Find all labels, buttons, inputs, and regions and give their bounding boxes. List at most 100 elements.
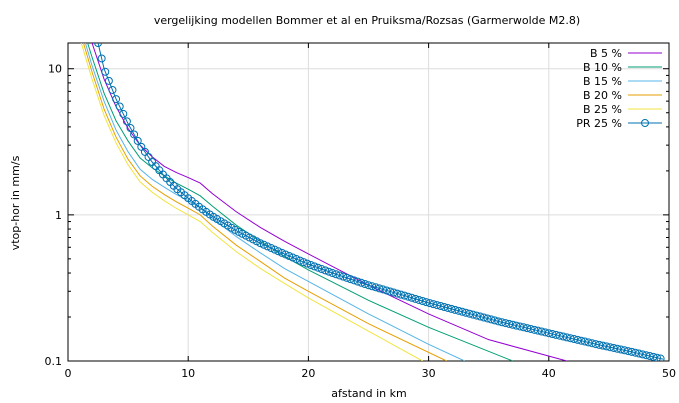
- data-point: [321, 266, 330, 275]
- data-point: [530, 325, 539, 334]
- data-point: [350, 276, 359, 285]
- data-point: [519, 323, 528, 332]
- data-point: [342, 273, 351, 282]
- data-point: [544, 329, 553, 338]
- data-point: [422, 298, 431, 307]
- legend-item: B 10 %: [583, 61, 662, 74]
- data-point: [472, 311, 481, 320]
- data-point: [324, 267, 333, 276]
- data-point: [642, 351, 651, 360]
- data-point: [559, 332, 568, 341]
- data-point: [328, 269, 337, 278]
- data-point: [396, 290, 405, 299]
- data-point: [295, 256, 304, 265]
- x-tick-label: 30: [422, 367, 436, 380]
- data-point: [339, 272, 348, 281]
- data-point: [133, 136, 142, 145]
- data-point: [418, 297, 427, 306]
- data-point: [458, 307, 467, 316]
- data-point: [541, 328, 550, 337]
- data-point: [270, 245, 279, 254]
- grid: [68, 43, 669, 361]
- data-point: [602, 342, 611, 351]
- legend-item: PR 25 %: [576, 117, 662, 130]
- data-point: [414, 295, 423, 304]
- data-point: [346, 275, 355, 284]
- data-point: [447, 304, 456, 313]
- data-point: [476, 312, 485, 321]
- data-point: [649, 352, 658, 361]
- x-tick-label: 20: [301, 367, 315, 380]
- data-point: [508, 320, 517, 329]
- data-point: [267, 244, 276, 253]
- data-point: [616, 345, 625, 354]
- legend-label: B 25 %: [583, 103, 622, 116]
- data-point: [537, 327, 546, 336]
- data-point: [375, 284, 384, 293]
- data-point: [303, 259, 312, 268]
- data-point: [487, 315, 496, 324]
- x-axis-label: afstand in km: [331, 387, 406, 400]
- data-point: [483, 314, 492, 323]
- data-point: [368, 282, 377, 291]
- series-4: [82, 43, 447, 361]
- data-point: [515, 322, 524, 331]
- data-point: [613, 344, 622, 353]
- series-line: [84, 43, 465, 361]
- legend-label: B 10 %: [583, 61, 622, 74]
- data-point: [335, 271, 344, 280]
- plot-frame: [67, 42, 670, 362]
- data-point: [310, 262, 319, 271]
- data-point: [274, 247, 283, 256]
- data-point: [562, 333, 571, 342]
- legend-marker: [641, 119, 649, 127]
- data-point: [436, 302, 445, 311]
- series-line: [91, 43, 567, 361]
- data-point: [533, 326, 542, 335]
- data-point: [580, 337, 589, 346]
- data-point: [317, 265, 326, 274]
- data-point: [588, 339, 597, 348]
- series-6: [94, 43, 665, 361]
- x-tick-label: 40: [542, 367, 556, 380]
- data-point: [440, 303, 449, 311]
- legend-label: B 15 %: [583, 75, 622, 88]
- data-point: [292, 255, 301, 264]
- data-point: [288, 253, 297, 262]
- data-point: [490, 316, 499, 325]
- series-line: [82, 43, 447, 361]
- legend-label: PR 25 %: [576, 117, 622, 130]
- data-point: [306, 261, 315, 270]
- data-point: [400, 291, 409, 300]
- series-5: [80, 43, 423, 361]
- legend-label: B 20 %: [583, 89, 622, 102]
- data-point: [115, 102, 124, 111]
- data-point: [638, 350, 647, 359]
- data-point: [429, 300, 438, 309]
- data-point: [277, 248, 286, 257]
- data-point: [285, 252, 294, 261]
- data-point: [371, 283, 380, 292]
- data-point: [378, 285, 387, 294]
- data-point: [469, 310, 478, 319]
- data-point: [404, 292, 413, 301]
- data-point: [526, 324, 535, 333]
- data-point: [104, 76, 113, 85]
- y-tick-label: 0.1: [45, 355, 63, 368]
- data-point: [595, 340, 604, 349]
- data-point: [119, 109, 128, 118]
- data-point: [360, 280, 369, 289]
- data-point: [130, 130, 139, 139]
- y-tick-label: 1: [55, 209, 62, 222]
- data-point: [570, 335, 579, 344]
- data-point: [505, 319, 514, 328]
- data-point: [494, 317, 503, 326]
- data-point: [577, 336, 586, 345]
- data-point: [497, 318, 506, 327]
- data-point: [263, 242, 272, 251]
- data-point: [411, 294, 420, 303]
- data-point: [598, 341, 607, 350]
- series-layer: [80, 43, 665, 361]
- data-point: [566, 334, 575, 343]
